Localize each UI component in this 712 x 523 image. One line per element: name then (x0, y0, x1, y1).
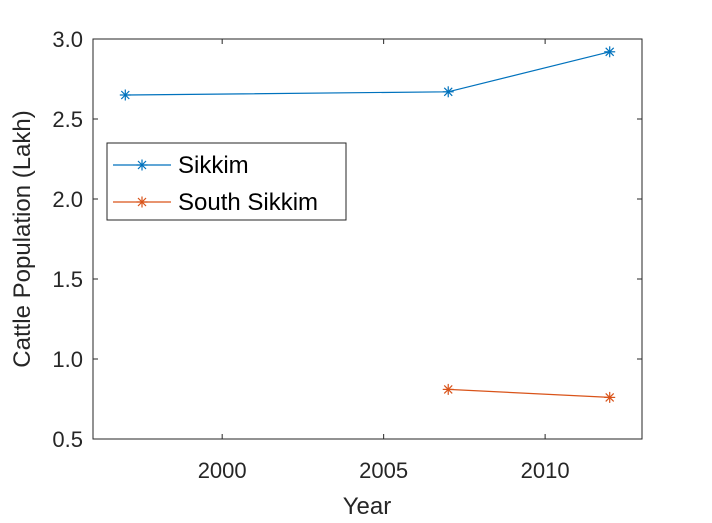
series-line-2 (448, 388, 610, 398)
x-tick-label: 2005 (359, 458, 408, 483)
x-axis-ticks: 2000 2005 2010 (198, 39, 570, 483)
series-2-point (442, 383, 454, 395)
y-tick-label: 1.0 (52, 347, 83, 372)
series-2-point (604, 391, 616, 403)
y-tick-label: 0.5 (52, 427, 83, 452)
y-tick-label: 2.5 (52, 107, 83, 132)
x-axis-title: Year (343, 493, 392, 520)
plot-area (92, 38, 643, 440)
legend-label-1: Sikkim (178, 152, 249, 179)
x-tick-label: 2010 (521, 458, 570, 483)
y-tick-label: 2.0 (52, 187, 83, 212)
series-1-point (119, 89, 131, 101)
y-tick-label: 1.5 (52, 267, 83, 292)
legend-box (106, 142, 347, 221)
y-axis-ticks: 0.5 1.0 1.5 2.0 2.5 3.0 (52, 27, 642, 452)
y-axis-title: Cattle Population (Lakh) (9, 110, 36, 367)
legend-label-2: South Sikkim (178, 189, 318, 216)
series-layer (119, 46, 616, 403)
y-tick-label: 3.0 (52, 27, 83, 52)
legend-marker-1 (136, 159, 148, 171)
legend: Sikkim South Sikkim (106, 142, 347, 221)
series-1-point (442, 86, 454, 98)
legend-marker-2 (136, 196, 148, 208)
series-1-point (604, 46, 616, 58)
x-tick-label: 2000 (198, 458, 247, 483)
